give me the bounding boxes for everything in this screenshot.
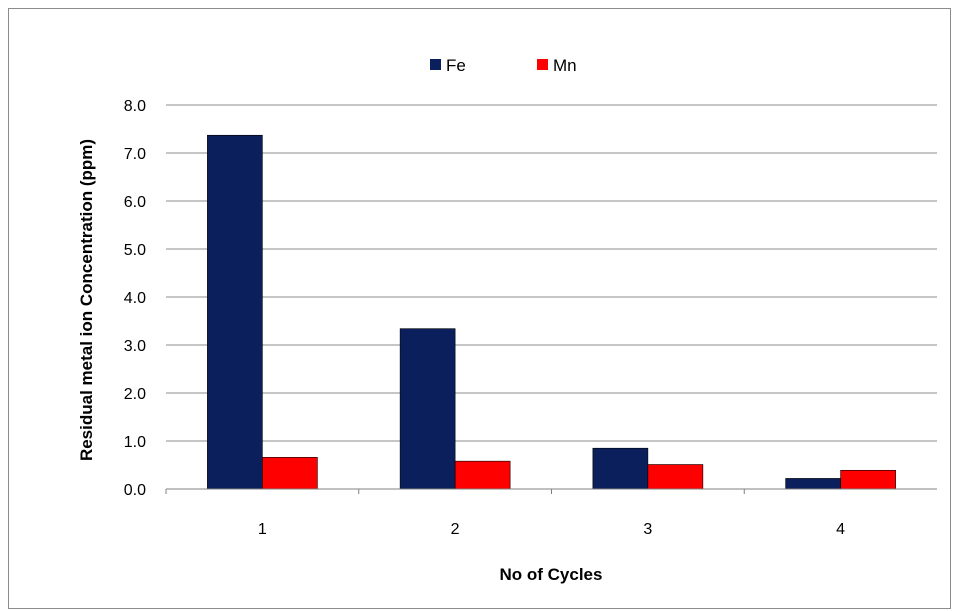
- y-tick-label: 6.0: [124, 194, 146, 211]
- bars: [207, 134, 896, 490]
- gridlines: [166, 104, 937, 442]
- bar-mn-cycle-1: [262, 457, 318, 490]
- x-tick-label: 3: [643, 521, 652, 538]
- bar-mn-cycle-4: [840, 469, 896, 490]
- bar-mn-cycle-2: [454, 460, 511, 490]
- x-tick-labels: 1 2 3 4: [165, 489, 845, 538]
- y-tick-label: 5.0: [124, 242, 146, 259]
- y-tick-label: 1.0: [124, 434, 146, 451]
- y-tick-label: 7.0: [124, 146, 146, 163]
- y-tick-label: 8.0: [124, 98, 146, 115]
- legend: Fe Mn: [430, 56, 577, 75]
- bar-fe-cycle-4: [785, 478, 841, 490]
- bar-fe-cycle-2: [399, 328, 456, 490]
- bar-fe-cycle-3: [592, 447, 649, 490]
- bar-fe-cycle-1: [207, 134, 263, 490]
- y-axis-title: Residual metal ion Concentration (ppm): [77, 139, 96, 461]
- y-tick-label: 3.0: [124, 338, 146, 355]
- x-tick-label: 2: [451, 521, 460, 538]
- y-tick-labels: 0.0 1.0 2.0 3.0 4.0 5.0 6.0 7.0 8.0: [124, 98, 146, 499]
- x-axis-title: No of Cycles: [500, 565, 603, 584]
- legend-swatch-fe: [430, 59, 441, 70]
- y-tick-label: 0.0: [124, 482, 146, 499]
- y-tick-label: 4.0: [124, 290, 146, 307]
- bar-mn-cycle-3: [647, 464, 704, 490]
- x-tick-label: 4: [836, 521, 845, 538]
- legend-label-mn: Mn: [553, 56, 577, 75]
- legend-label-fe: Fe: [446, 56, 466, 75]
- chart-frame: [8, 8, 951, 609]
- legend-swatch-mn: [537, 59, 548, 70]
- y-tick-label: 2.0: [124, 386, 146, 403]
- x-tick-label: 1: [258, 521, 267, 538]
